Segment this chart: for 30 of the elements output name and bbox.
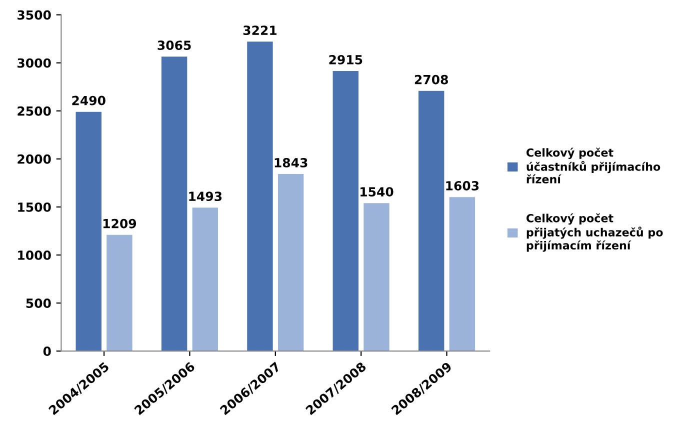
data-label: 2915 [329,54,362,64]
bar [364,203,390,352]
data-label: 3065 [158,40,191,50]
y-tick-label: 1500 [18,202,51,212]
bar [106,234,132,352]
bar [449,197,476,352]
data-label: 1603 [446,181,479,190]
data-label: 1843 [274,158,308,168]
data-label: 2490 [72,96,106,106]
y-tick-label: 0 [43,346,51,356]
legend-label: Celkový počet účastníků přijímacího řízení [526,148,660,184]
bar [332,71,359,352]
y-tick-label: 2000 [18,154,51,164]
y-tick-label: 500 [26,298,51,308]
y-tick-label: 2500 [18,106,51,116]
bar [278,174,304,352]
y-tick-label: 3000 [18,58,51,68]
y-tick-label: 1000 [18,250,51,260]
bar [192,208,218,352]
data-label: 1493 [189,192,222,202]
data-label: 1540 [360,187,394,197]
bar [161,56,188,352]
bar [247,42,273,352]
bar [418,90,444,352]
y-tick-label: 3500 [18,10,51,20]
data-label: 2708 [414,74,448,84]
legend-label: Celkový počet přijatých uchazečů po přijímacím řízení [526,213,663,252]
bar [76,112,102,352]
data-label: 3221 [243,26,277,36]
data-label: 1209 [103,218,136,228]
